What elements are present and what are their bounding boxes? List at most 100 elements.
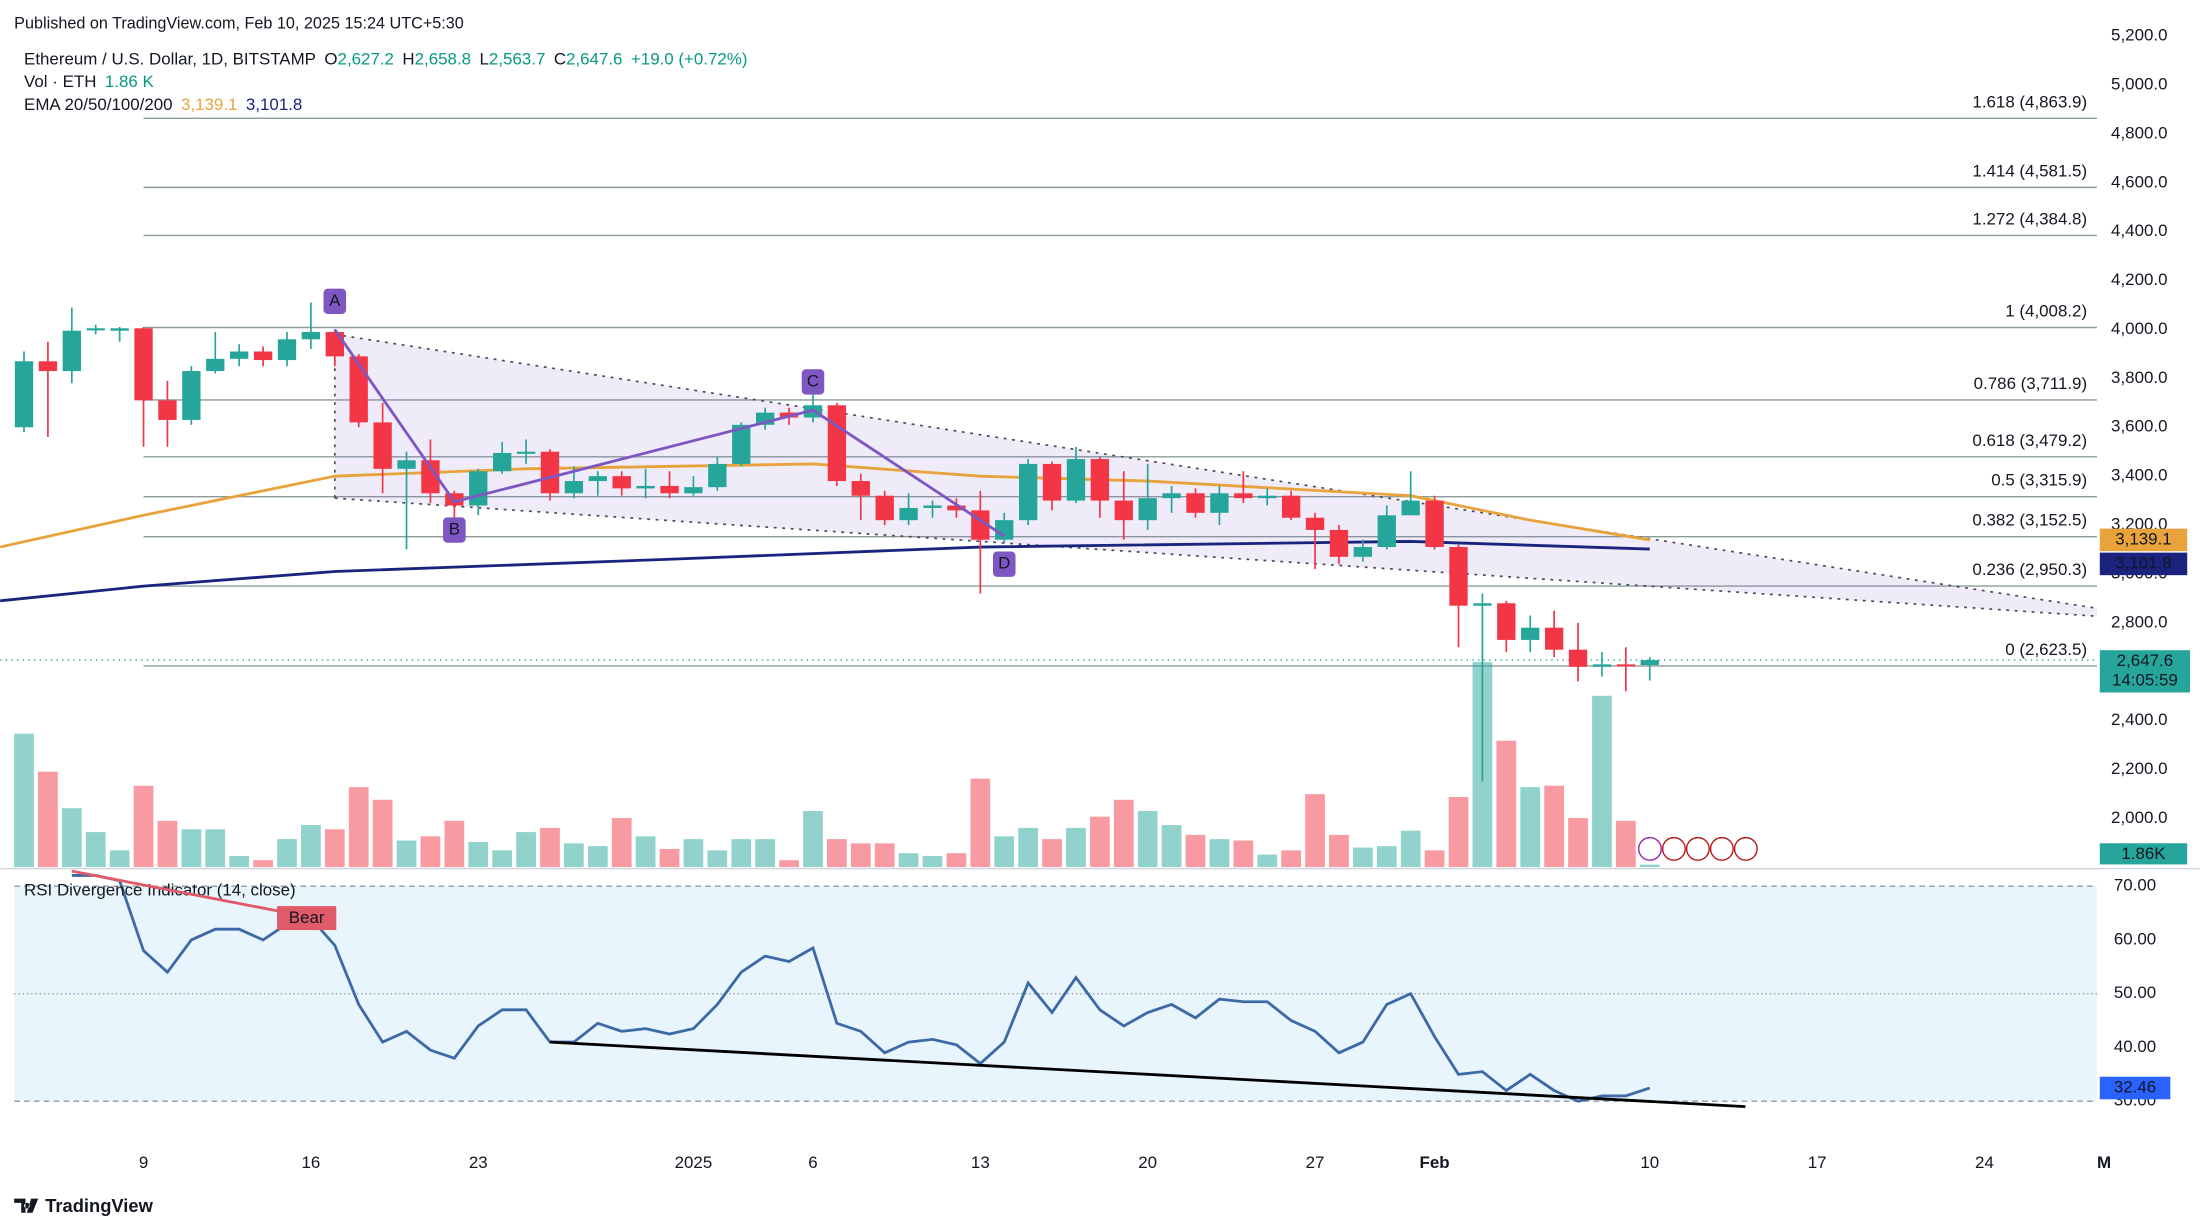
volume-bar	[707, 850, 728, 868]
candle-body	[14, 361, 34, 428]
candle-body	[1090, 459, 1110, 501]
candle-body	[947, 505, 966, 511]
candle-body	[1377, 515, 1396, 548]
candle-body	[612, 476, 631, 489]
pattern-point-label: B	[449, 519, 460, 538]
pattern-point-label: D	[998, 554, 1010, 573]
candle-body	[1616, 664, 1636, 667]
candle-body	[253, 351, 273, 361]
candle-body	[1210, 493, 1229, 513]
x-tick-label: 10	[1640, 1153, 1659, 1172]
volume-bar	[659, 848, 680, 868]
candle-body	[158, 400, 177, 420]
y-tick-label: 4,800.0	[2111, 123, 2167, 142]
volume-bar	[1615, 820, 1636, 868]
volume-bar	[1568, 818, 1588, 868]
candle-body	[1162, 493, 1181, 499]
candle-body	[1258, 495, 1277, 499]
candle-body	[1042, 463, 1062, 501]
volume-bar	[372, 799, 393, 868]
volume-bar	[38, 771, 58, 868]
rsi-tag-label: 32.46	[2114, 1077, 2156, 1096]
candle-body	[1449, 547, 1468, 606]
volume-bar	[396, 840, 417, 868]
ema-line	[0, 540, 1650, 603]
rsi-line	[71, 874, 1651, 1103]
candle-body	[660, 485, 679, 494]
ema-value: 3,101.8	[246, 95, 302, 114]
candle-body	[1066, 459, 1086, 501]
volume-title: Vol · ETH	[24, 73, 96, 92]
candle-body	[1353, 547, 1373, 557]
icon	[1733, 836, 1758, 861]
y-tick-label: 5,000.0	[2111, 75, 2167, 94]
divergence-tag	[277, 906, 337, 931]
countdown: 14:05:59	[2112, 671, 2178, 690]
y-tick-label: 60.00	[2114, 929, 2156, 948]
candle-body	[540, 451, 560, 494]
candle-body	[1234, 493, 1253, 499]
ohlc-value: 2,627.2	[338, 50, 394, 69]
pattern-point-label: A	[329, 291, 341, 310]
candle-body	[421, 460, 440, 494]
candle-body	[636, 485, 655, 489]
ohlc-value: 2,647.6	[566, 50, 622, 69]
pattern-point-box	[323, 288, 347, 314]
last-price-label: 2,647.6	[2117, 651, 2173, 670]
ohlc-value: 2,658.8	[415, 50, 471, 69]
x-tick-label: 24	[1975, 1153, 1994, 1172]
volume-bar	[611, 818, 632, 868]
volume-bar	[109, 850, 130, 868]
candle-body	[1138, 498, 1157, 521]
candle-body	[1305, 517, 1325, 530]
x-tick-label: 27	[1306, 1153, 1325, 1172]
volume-bar	[1161, 825, 1182, 868]
volume-bar	[898, 853, 919, 868]
candle-body	[134, 328, 153, 401]
y-tick-label: 4,600.0	[2111, 172, 2167, 191]
candle-body	[86, 328, 105, 331]
y-tick-label: 50.00	[2114, 983, 2156, 1002]
x-tick-label: 23	[469, 1153, 488, 1172]
fib-label: 0.5 (3,315.9)	[1991, 471, 2087, 490]
volume-tag	[2099, 843, 2188, 865]
candle-body	[1521, 627, 1540, 640]
volume-bar	[850, 843, 871, 868]
volume-bar	[683, 839, 704, 868]
candle-body	[1544, 627, 1564, 650]
volume-bar	[755, 839, 776, 868]
fib-label: 1.272 (4,384.8)	[1972, 209, 2087, 228]
symbol-legend: Ethereum / U.S. Dollar, 1D, BITSTAMP O2,6…	[24, 50, 747, 69]
volume-bar	[803, 811, 823, 868]
volume-bar	[874, 843, 895, 868]
volume-bar	[324, 829, 345, 868]
ema-value: 3,139.1	[181, 95, 237, 114]
volume-bar	[205, 829, 226, 868]
fib-label: 0.786 (3,711.9)	[1974, 374, 2087, 393]
candle-body	[182, 371, 201, 420]
icon	[1685, 836, 1710, 861]
ohlc-key: O	[324, 50, 337, 69]
y-tick-label: 40.00	[2114, 1037, 2156, 1056]
published-note: Published on TradingView.com, Feb 10, 20…	[14, 14, 464, 32]
pattern-point-box	[801, 369, 825, 395]
candle-body	[1640, 660, 1659, 666]
x-tick-label: 17	[1808, 1153, 1827, 1172]
icon	[1661, 836, 1686, 861]
candle-body	[1497, 603, 1516, 640]
volume-bar	[181, 829, 202, 868]
candle-body	[1473, 603, 1492, 606]
candle-body	[588, 476, 607, 482]
candle-body	[1568, 649, 1588, 667]
volume-bar	[1305, 794, 1325, 868]
ohlc-key: H	[402, 50, 414, 69]
volume-bar	[946, 853, 967, 868]
fib-label: 1.618 (4,863.9)	[1972, 92, 2087, 111]
volume-bar	[635, 836, 656, 868]
volume-bar	[1066, 827, 1086, 868]
candle-body	[899, 507, 918, 521]
volume-bar	[1520, 787, 1541, 868]
volume-bar	[516, 832, 536, 868]
triangle-edge	[334, 333, 2097, 610]
volume-bar	[1233, 840, 1254, 868]
